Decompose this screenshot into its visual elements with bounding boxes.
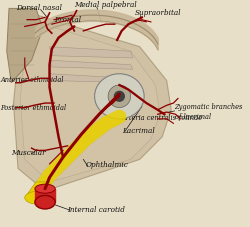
Ellipse shape (114, 91, 125, 102)
Polygon shape (50, 47, 133, 58)
Polygon shape (14, 11, 171, 191)
Text: Frontal: Frontal (54, 16, 81, 24)
Text: Medial palpebral: Medial palpebral (74, 1, 137, 9)
Polygon shape (50, 74, 133, 83)
Polygon shape (7, 8, 43, 83)
Ellipse shape (35, 195, 55, 209)
Polygon shape (25, 182, 54, 198)
Ellipse shape (25, 191, 54, 205)
Ellipse shape (94, 74, 144, 119)
Text: Arteria centralis retinae: Arteria centralis retinae (122, 114, 202, 122)
Text: Posterior ethmoidal: Posterior ethmoidal (0, 104, 66, 112)
Polygon shape (20, 20, 160, 182)
Ellipse shape (108, 85, 131, 108)
Text: Internal carotid: Internal carotid (68, 206, 126, 214)
Ellipse shape (35, 184, 55, 193)
Polygon shape (50, 60, 133, 69)
Text: Lacrimal: Lacrimal (122, 128, 154, 136)
Text: Supraorbital: Supraorbital (135, 9, 182, 17)
Text: Dorsal nasal: Dorsal nasal (16, 3, 62, 12)
Text: Ophthalmic: Ophthalmic (86, 161, 128, 169)
Text: Anterior ethmoidal: Anterior ethmoidal (0, 76, 64, 84)
Text: Zygomatic branches
of lacrimal: Zygomatic branches of lacrimal (174, 104, 243, 121)
Text: Muscular: Muscular (11, 149, 46, 157)
